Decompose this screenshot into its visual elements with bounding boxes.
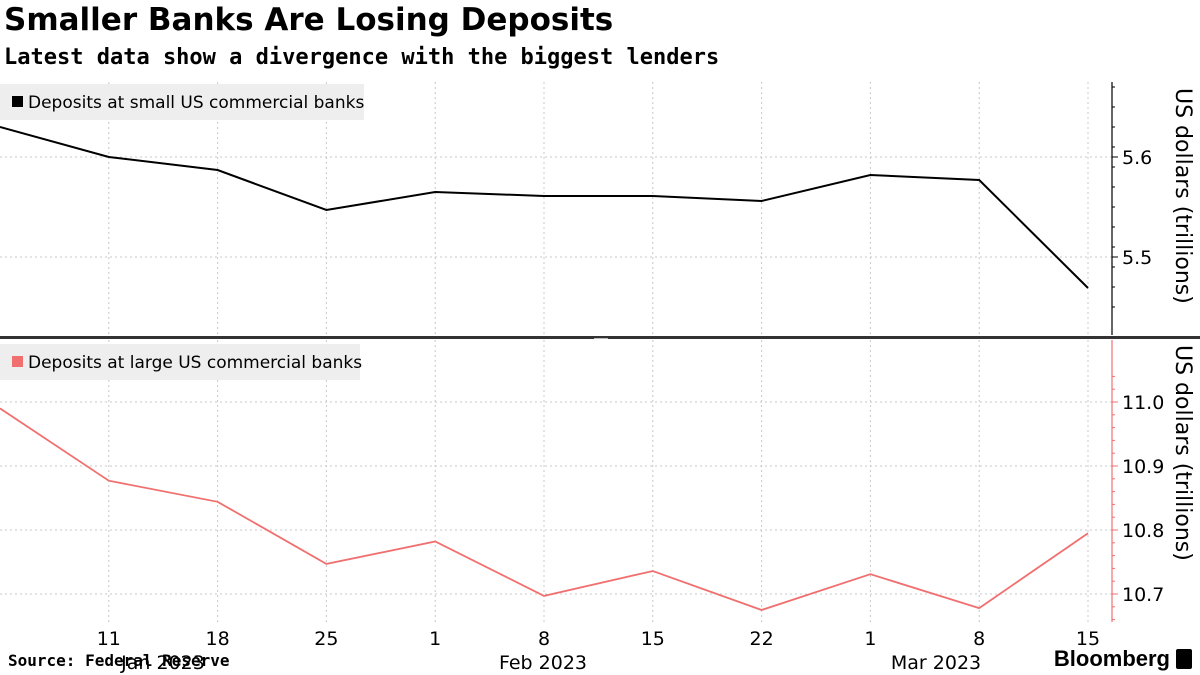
x-tick-label: 8 [538,628,550,650]
x-tick-label: 1 [429,628,441,650]
x-tick-label: 1 [864,628,876,650]
x-tick-label: 15 [641,628,665,650]
legend-box [0,84,364,120]
x-tick-label: 11 [97,628,121,650]
brand-logo: Bloomberg [1054,646,1192,672]
grid-layer [0,82,1112,622]
y-axis-title: US dollars (trillions) [1170,345,1195,561]
large-banks-line [0,407,1089,611]
x-tick-label: 22 [750,628,774,650]
y-tick-label: 5.5 [1122,247,1152,269]
x-month-label: Feb 2023 [499,652,587,674]
legend-box [0,344,360,380]
x-month-label: Jan 2023 [120,652,205,674]
panel-divider [0,336,1200,339]
x-tick-label: 25 [314,628,338,650]
x-tick-label: 15 [1076,628,1100,650]
chart-subtitle: Latest data show a divergence with the b… [4,45,720,70]
source-note: Source: Federal Reserve [8,651,230,670]
legend-label: Deposits at small US commercial banks [28,93,364,113]
y-tick-label: 10.9 [1122,456,1164,478]
panels-layer [0,336,1200,339]
y-tick-label: 11.0 [1122,392,1164,414]
brand-icon [1176,649,1192,669]
legend-swatch [12,96,23,107]
y-axis-title: US dollars (trillions) [1170,88,1195,304]
y-tick-label: 5.6 [1122,147,1152,169]
legend-layer: Deposits at small US commercial banks Dep… [0,84,364,380]
series-layer [0,126,1089,611]
x-month-label: Mar 2023 [891,652,981,674]
brand-name: Bloomberg [1053,646,1170,671]
chart-title: Smaller Banks Are Losing Deposits [4,2,614,38]
y-tick-label: 10.7 [1122,584,1164,606]
legend-label: Deposits at large US commercial banks [28,353,362,373]
legend-swatch [12,356,23,367]
x-tick-label: 8 [973,628,985,650]
x-tick-label: 18 [206,628,230,650]
y-tick-label: 10.8 [1122,520,1164,542]
